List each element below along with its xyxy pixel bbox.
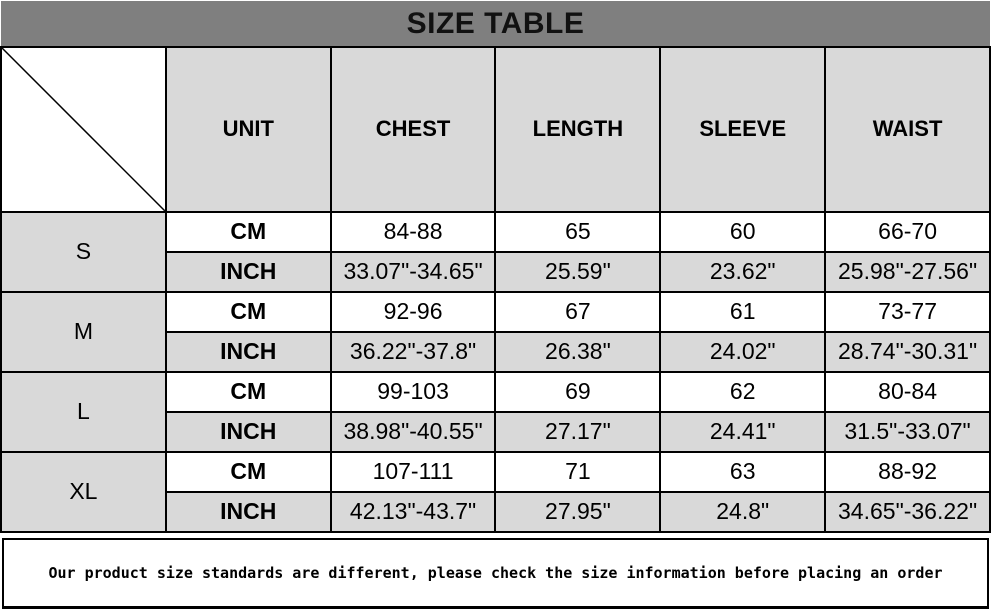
size-label-m: M xyxy=(0,290,167,373)
cell-xl-inch-unit: INCH xyxy=(164,490,332,533)
cell-s-cm-sleeve: 60 xyxy=(659,210,827,253)
cell-s-inch-unit: INCH xyxy=(164,250,332,293)
header-cell-chest: CHEST xyxy=(329,46,497,213)
cell-l-inch-chest: 38.98"-40.55" xyxy=(329,410,497,453)
size-label-xl: XL xyxy=(0,450,167,533)
cell-l-inch-waist: 31.5"-33.07" xyxy=(824,410,991,453)
header-cell-length: LENGTH xyxy=(494,46,662,213)
cell-m-inch-chest: 36.22"-37.8" xyxy=(329,330,497,373)
cell-s-inch-sleeve: 23.62" xyxy=(659,250,827,293)
cell-xl-cm-sleeve: 63 xyxy=(659,450,827,493)
table-header-row: UNIT CHEST LENGTH SLEEVE WAIST xyxy=(0,46,991,213)
header-cell-waist: WAIST xyxy=(824,46,991,213)
header-cell-unit: UNIT xyxy=(164,46,332,213)
cell-m-cm-chest: 92-96 xyxy=(329,290,497,333)
cell-m-cm-sleeve: 61 xyxy=(659,290,827,333)
cell-m-cm-waist: 73-77 xyxy=(824,290,991,333)
cell-s-cm-waist: 66-70 xyxy=(824,210,991,253)
size-label-l: L xyxy=(0,370,167,453)
cell-s-inch-waist: 25.98"-27.56" xyxy=(824,250,991,293)
page-title: SIZE TABLE xyxy=(1,1,990,46)
cell-m-inch-unit: INCH xyxy=(164,330,332,373)
table-row: XL CM 107-111 71 63 88-92 xyxy=(0,450,991,533)
table-row: S CM 84-88 65 60 66-70 xyxy=(0,210,991,293)
size-note: Our product size standards are different… xyxy=(2,537,989,609)
table-row: INCH 33.07"-34.65" 25.59" 23.62" 25.98"-… xyxy=(1,250,991,293)
size-unit-diagonal-cell xyxy=(0,46,167,213)
cell-xl-cm-waist: 88-92 xyxy=(824,450,991,493)
cell-xl-inch-length: 27.95" xyxy=(494,490,662,533)
cell-m-inch-length: 26.38" xyxy=(494,330,662,373)
header-cell-sleeve: SLEEVE xyxy=(659,46,827,213)
cell-m-cm-unit: CM xyxy=(164,290,332,333)
cell-xl-cm-chest: 107-111 xyxy=(329,450,497,493)
cell-xl-inch-waist: 34.65"-36.22" xyxy=(824,490,991,533)
cell-m-cm-length: 67 xyxy=(494,290,662,333)
cell-s-inch-chest: 33.07"-34.65" xyxy=(329,250,497,293)
cell-m-inch-waist: 28.74"-30.31" xyxy=(824,330,991,373)
cell-s-cm-length: 65 xyxy=(494,210,662,253)
cell-xl-inch-chest: 42.13"-43.7" xyxy=(329,490,497,533)
cell-l-cm-unit: CM xyxy=(164,370,332,413)
cell-l-cm-sleeve: 62 xyxy=(659,370,827,413)
cell-l-cm-chest: 99-103 xyxy=(329,370,497,413)
cell-s-cm-chest: 84-88 xyxy=(329,210,497,253)
cell-xl-inch-sleeve: 24.8" xyxy=(659,490,827,533)
size-label-s: S xyxy=(0,210,167,293)
cell-xl-cm-unit: CM xyxy=(164,450,332,493)
cell-m-inch-sleeve: 24.02" xyxy=(659,330,827,373)
cell-l-cm-length: 69 xyxy=(494,370,662,413)
table-row: M CM 92-96 67 61 73-77 xyxy=(0,290,991,373)
table-row: INCH 38.98"-40.55" 27.17" 24.41" 31.5"-3… xyxy=(1,410,991,453)
cell-l-cm-waist: 80-84 xyxy=(824,370,991,413)
cell-l-inch-length: 27.17" xyxy=(494,410,662,453)
cell-l-inch-sleeve: 24.41" xyxy=(659,410,827,453)
table-row: INCH 36.22"-37.8" 26.38" 24.02" 28.74"-3… xyxy=(1,330,991,373)
table-row: L CM 99-103 69 62 80-84 xyxy=(0,370,991,453)
diagonal-line xyxy=(2,48,165,211)
cell-xl-cm-length: 71 xyxy=(494,450,662,493)
cell-l-inch-unit: INCH xyxy=(164,410,332,453)
cell-s-inch-length: 25.59" xyxy=(494,250,662,293)
size-table: UNIT CHEST LENGTH SLEEVE WAIST S CM 84-8… xyxy=(0,46,991,533)
cell-s-cm-unit: CM xyxy=(164,210,332,253)
